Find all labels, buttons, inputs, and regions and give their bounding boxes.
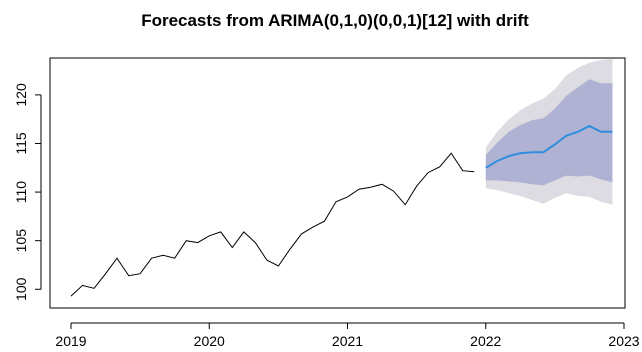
y-axis: 100 105 110 115 120 [13,83,42,301]
forecast-mean-line [485,124,613,169]
y-tick-label: 110 [13,181,29,204]
x-tick-label: 2021 [332,333,363,349]
x-tick-label: 2022 [470,333,501,349]
history-line [70,152,475,297]
band-80 [485,79,613,186]
y-tick-label: 120 [13,83,29,107]
series-lines [70,124,613,297]
x-axis: 2019 2020 2021 2022 2023 [55,322,640,349]
x-tick-label: 2019 [55,333,86,349]
x-tick-label: 2020 [194,333,225,349]
x-tick-label: 2023 [608,333,639,349]
y-tick-label: 100 [13,277,29,301]
plot-frame [49,57,626,309]
y-tick-label: 115 [13,132,29,155]
chart-title: Forecasts from ARIMA(0,1,0)(0,0,1)[12] w… [141,11,529,30]
y-tick-label: 105 [13,229,29,253]
forecast-bands [485,58,613,205]
